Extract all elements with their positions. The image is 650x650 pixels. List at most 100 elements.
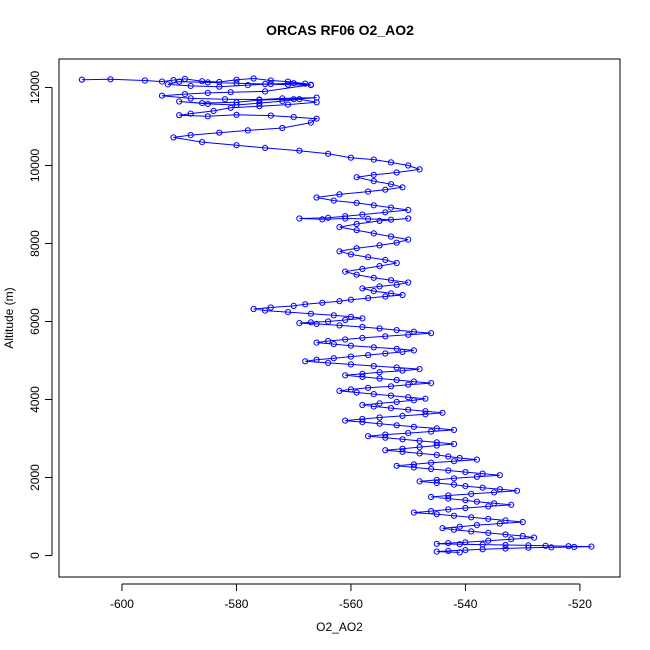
- data-point: [422, 395, 429, 402]
- data-point: [508, 536, 515, 543]
- data-point: [433, 442, 440, 449]
- data-point: [531, 534, 538, 541]
- data-point: [433, 451, 440, 458]
- data-point: [387, 159, 395, 166]
- data-point: [462, 547, 469, 554]
- data-point: [302, 358, 309, 365]
- data-point: [233, 142, 240, 149]
- data-point: [313, 356, 320, 363]
- data-point: [393, 376, 400, 384]
- data-point: [330, 197, 337, 204]
- data-point: [445, 495, 452, 502]
- data-point: [393, 169, 400, 176]
- data-point: [433, 476, 440, 483]
- data-point: [204, 113, 211, 120]
- data-point: [462, 497, 469, 504]
- data-point: [365, 384, 372, 391]
- data-point: [307, 81, 314, 88]
- data-point: [450, 526, 458, 533]
- data-point: [387, 181, 395, 188]
- y-axis: 0 2000 4000 6000 8000 10000 12000: [28, 70, 53, 559]
- data-point: [393, 327, 400, 334]
- data-point: [347, 251, 354, 258]
- data-point: [370, 230, 377, 237]
- data-point: [428, 465, 435, 473]
- data-point: [370, 178, 377, 185]
- y-tick-label: 0: [28, 552, 42, 559]
- data-point: [416, 450, 423, 457]
- data-point: [405, 206, 412, 214]
- data-point: [284, 101, 292, 108]
- data-point: [170, 134, 177, 141]
- data-point: [359, 373, 366, 380]
- data-point: [336, 248, 343, 255]
- data-point: [187, 95, 194, 102]
- data-point: [216, 78, 223, 86]
- data-point: [428, 380, 435, 387]
- x-tick-label: -540: [453, 597, 477, 611]
- data-point: [416, 444, 423, 451]
- data-point: [370, 344, 377, 351]
- data-point: [284, 78, 292, 85]
- data-point: [181, 75, 188, 83]
- data-point: [164, 81, 171, 88]
- data-point: [284, 309, 292, 316]
- data-point: [428, 330, 435, 337]
- data-point: [233, 111, 240, 118]
- data-point: [370, 202, 377, 209]
- data-point: [370, 274, 377, 281]
- data-point: [376, 283, 383, 290]
- data-point: [387, 233, 395, 240]
- data-point: [313, 194, 320, 201]
- data-point: [370, 171, 377, 178]
- data-point: [485, 515, 492, 523]
- data-point: [336, 224, 343, 231]
- data-point: [393, 281, 400, 288]
- data-point: [376, 217, 383, 224]
- data-point: [342, 215, 349, 222]
- data-point: [450, 458, 458, 465]
- data-point: [199, 139, 206, 146]
- data-point: [244, 127, 251, 134]
- y-axis-label: Altitude (m): [2, 287, 16, 348]
- data-point: [330, 355, 337, 362]
- y-tick-label: 8000: [28, 230, 42, 257]
- data-point: [233, 80, 240, 87]
- data-point: [416, 166, 423, 173]
- data-point: [199, 78, 206, 85]
- data-point: [176, 112, 183, 119]
- data-point: [439, 409, 446, 416]
- data-point: [376, 325, 383, 332]
- data-point: [473, 522, 480, 529]
- data-point: [359, 419, 366, 426]
- data-point: [485, 537, 492, 544]
- data-point: [433, 479, 440, 487]
- data-point: [296, 96, 303, 103]
- data-point: [445, 506, 452, 513]
- data-point: [405, 406, 412, 413]
- data-point: [347, 353, 354, 360]
- data-point: [256, 103, 263, 110]
- data-point: [428, 428, 435, 435]
- data-point: [548, 544, 555, 551]
- data-point: [410, 347, 417, 354]
- data-point: [479, 470, 486, 477]
- data-point: [342, 316, 349, 324]
- data-point: [387, 204, 395, 211]
- data-point: [445, 492, 452, 499]
- data-point: [181, 91, 188, 98]
- data-point: [347, 361, 354, 368]
- data-point: [399, 412, 406, 419]
- data-point: [445, 467, 452, 474]
- data-point: [473, 498, 480, 505]
- data-point: [370, 362, 377, 370]
- data-point: [387, 216, 395, 223]
- data-point: [399, 184, 406, 191]
- x-axis-label: O2_AO2: [316, 620, 363, 634]
- data-point: [387, 383, 395, 390]
- data-point: [565, 543, 572, 550]
- data-point: [199, 100, 206, 107]
- data-point: [290, 302, 297, 309]
- data-point: [519, 532, 526, 540]
- data-point: [405, 381, 412, 388]
